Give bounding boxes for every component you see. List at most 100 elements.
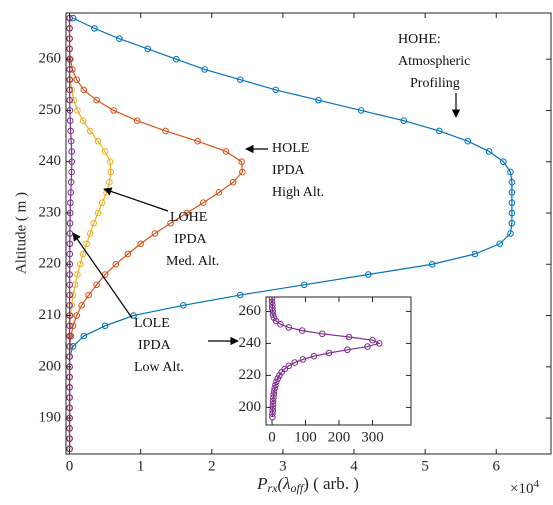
data-point [271,384,279,392]
y-tick-label: 240 [39,153,62,169]
annotation-text: IPDA [138,338,172,353]
data-point [101,148,109,155]
data-point [277,320,284,328]
data-point [93,96,100,104]
data-point [436,127,443,135]
y-tick-label: 210 [39,307,62,323]
plot-area [266,297,411,425]
data-point [86,230,94,237]
annotation-text: IPDA [174,232,208,247]
data-point [508,199,516,207]
data-point [269,397,277,405]
data-point [98,199,106,207]
data-point [273,378,280,386]
data-point [66,373,73,381]
data-point [199,199,207,207]
x-tick-label: 200 [328,429,351,445]
data-point [162,127,169,135]
annotation-text: Atmospheric [398,54,470,69]
data-point [66,86,73,94]
data-point [101,322,109,330]
data-point [69,343,77,350]
x-axis-label-part: ) ( arb. ) [303,474,359,493]
data-point [73,312,80,319]
data-point [496,240,504,248]
data-point [66,332,73,340]
data-point [66,66,73,73]
data-point [238,158,245,166]
x-tick-label: 1 [137,458,145,474]
x-tick-label: 2 [208,458,216,474]
y-tick-label: 230 [39,204,62,220]
data-point [369,336,376,344]
data-point [94,209,102,217]
data-point [66,404,73,412]
data-point [66,250,74,258]
data-point [74,271,81,278]
data-point [69,322,77,330]
data-point [67,189,75,196]
data-point [269,400,277,408]
data-point [83,240,90,248]
data-point [428,260,436,268]
data-point [508,189,516,196]
data-point [471,250,479,258]
data-point [66,45,73,53]
x-exponent-part: 4 [533,478,539,490]
data-point [344,346,351,354]
data-point [66,271,73,278]
data-point [106,178,113,186]
data-point [357,107,365,114]
data-point [68,168,75,176]
y-axis-label: Altitude ( m ) [13,192,29,274]
annotation-text: HOLE [272,141,309,156]
annotation-text: IPDA [272,163,306,178]
data-point [375,340,383,347]
data-point [315,96,322,104]
data-point [222,148,230,155]
data-point [183,209,191,217]
data-point [274,375,282,382]
data-point [80,86,88,94]
data-point [133,117,141,124]
y-tick-label: 250 [39,102,62,118]
data-point [269,413,276,421]
data-point [66,353,73,360]
data-point [364,271,372,278]
x-axis-label: Prx(λoff) ( arb. ) [256,474,359,495]
data-point [106,158,114,166]
data-point [299,356,307,363]
data-point [285,362,293,370]
data-point [300,281,308,289]
x-tick-label: 0 [66,458,74,474]
data-point [67,127,74,135]
annotation-text: High Alt. [272,185,324,200]
data-point [269,311,277,318]
data-point [291,359,299,366]
series [66,14,76,453]
data-point [107,168,115,176]
data-point [485,148,493,155]
data-point [180,301,187,309]
data-point [167,219,174,227]
data-point [70,96,78,104]
data-point [93,281,100,289]
data-point [76,260,84,268]
data-point [79,250,87,258]
data-point [73,76,80,83]
data-point [508,209,516,217]
data-point [201,66,208,73]
data-point [281,365,289,373]
data-point [507,168,514,176]
annotation-text: Low Alt. [134,360,184,375]
data-point [236,291,244,299]
x-tick-label: 0 [268,429,276,445]
data-point [269,304,276,312]
data-point [325,349,333,357]
data-point [269,410,276,418]
data-point [172,55,180,63]
data-point [144,45,152,53]
data-point [508,178,516,186]
annotation-text: Med. Alt. [166,254,219,269]
data-point [229,178,237,186]
